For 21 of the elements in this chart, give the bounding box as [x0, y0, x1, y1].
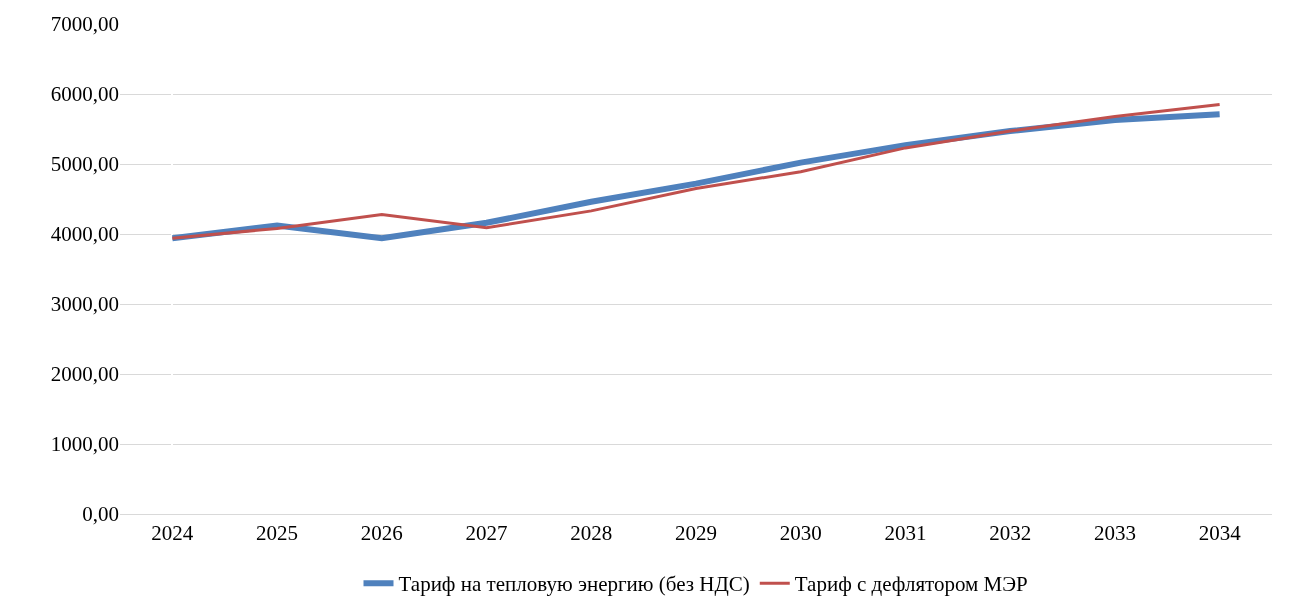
y-tick-label: 5000,00 — [50, 152, 119, 177]
x-tick-label: 2034 — [1198, 521, 1242, 546]
x-tick-label: 2028 — [570, 521, 613, 546]
y-tick-label: 4000,00 — [50, 222, 119, 247]
x-tick-label: 2027 — [465, 521, 508, 546]
x-tick-label: 2024 — [151, 521, 194, 546]
x-tick-label: 2030 — [779, 521, 822, 546]
x-tick-label: 2026 — [360, 521, 403, 546]
x-tick-label: 2031 — [884, 521, 927, 546]
y-tick-label: 3000,00 — [50, 292, 119, 317]
legend-label: Тариф на тепловую энергию (без НДС) — [398, 572, 750, 597]
x-tick-label: 2033 — [1093, 521, 1136, 546]
legend-label: Тариф с дефлятором МЭР — [794, 572, 1028, 597]
y-tick-label: 7000,00 — [50, 12, 119, 37]
y-tick-label: 2000,00 — [50, 362, 119, 387]
x-tick-label: 2032 — [989, 521, 1032, 546]
y-tick-label: 0,00 — [82, 502, 119, 527]
x-tick-label: 2029 — [675, 521, 717, 546]
x-tick-label: 2025 — [256, 521, 299, 546]
y-tick-label: 6000,00 — [50, 82, 119, 107]
y-tick-label: 1000,00 — [50, 432, 119, 457]
